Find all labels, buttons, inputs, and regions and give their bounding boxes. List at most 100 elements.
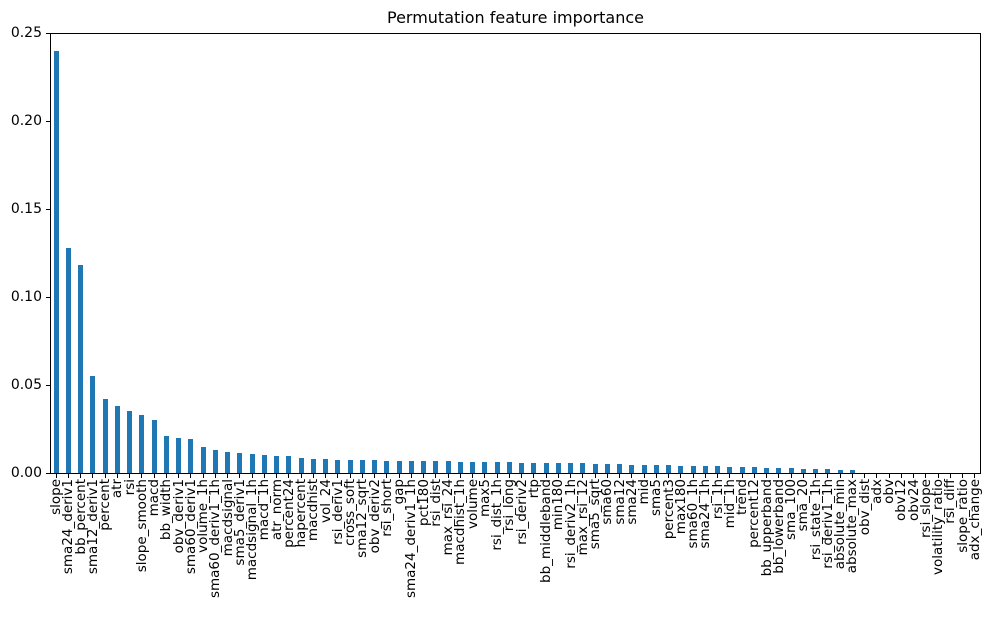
- x-axis-tick: [104, 474, 106, 478]
- x-axis-tick: [423, 474, 425, 478]
- bar-percent3: [666, 465, 672, 473]
- x-axis-tick: [704, 474, 706, 478]
- x-axis-tick: [459, 474, 461, 478]
- y-axis-tick-label: 0.20: [10, 113, 42, 129]
- x-axis-tick: [300, 474, 302, 478]
- bar-rsi_long: [506, 462, 512, 473]
- x-axis-tick: [533, 474, 535, 478]
- x-axis-tick: [729, 474, 731, 478]
- x-axis-tick: [165, 474, 167, 478]
- bar-bb_upperband: [764, 468, 770, 473]
- bar-sma60: [604, 464, 610, 473]
- bar-sma60_deriv1: [188, 439, 194, 473]
- x-axis-tick: [655, 474, 657, 478]
- x-axis-tick: [484, 474, 486, 478]
- bar-sma12_sqrt: [359, 460, 365, 473]
- x-axis-tick: [92, 474, 94, 478]
- y-axis-tick-label: 0.05: [10, 377, 42, 393]
- x-axis-tick: [839, 474, 841, 478]
- bar-rsi_1h: [715, 466, 721, 473]
- bar-bb_middleband: [543, 463, 549, 473]
- x-axis-tick: [337, 474, 339, 478]
- x-axis-tick: [361, 474, 363, 478]
- bar-volume: [470, 462, 476, 473]
- bar-max180: [678, 466, 684, 473]
- bar-slope_smooth: [139, 415, 145, 473]
- x-axis-tick: [410, 474, 412, 478]
- bar-macdsignal: [225, 452, 231, 473]
- bar-obv_deriv2: [372, 460, 378, 473]
- bar-bb_percent: [78, 265, 84, 473]
- x-axis-tick: [496, 474, 498, 478]
- bar-rsi_dist: [433, 461, 439, 473]
- bar-macdhist_1h: [457, 462, 463, 473]
- x-axis-tick: [214, 474, 216, 478]
- y-axis-tick-label: 0.00: [10, 465, 42, 481]
- x-axis-tick: [900, 474, 902, 478]
- x-axis-tick: [802, 474, 804, 478]
- chart-title: Permutation feature importance: [386, 8, 645, 27]
- bar-cross_soft: [347, 460, 353, 473]
- y-axis-tick: [46, 32, 50, 34]
- plot-area: [50, 33, 981, 474]
- bar-sma5: [653, 465, 659, 473]
- x-axis-tick: [386, 474, 388, 478]
- bar-sma5_deriv1: [237, 453, 243, 473]
- x-axis-tick: [888, 474, 890, 478]
- bar-rsi_short: [384, 461, 390, 473]
- bar-gap: [396, 461, 402, 473]
- x-axis-tick: [619, 474, 621, 478]
- bar-sma12_deriv1: [90, 376, 96, 473]
- x-axis-tick: [753, 474, 755, 478]
- x-axis-tick: [153, 474, 155, 478]
- x-axis-tick: [227, 474, 229, 478]
- x-axis-tick: [606, 474, 608, 478]
- bar-max_rsi_24: [445, 461, 451, 473]
- bar-bb_lowerband: [776, 468, 782, 473]
- x-axis-tick: [374, 474, 376, 478]
- bar-atr_norm: [274, 456, 280, 473]
- x-axis-tick: [668, 474, 670, 478]
- x-axis-tick: [141, 474, 143, 478]
- bar-percent: [102, 399, 108, 473]
- x-axis-tick: [949, 474, 951, 478]
- bar-rsi_deriv2: [519, 463, 525, 473]
- x-axis-tick: [815, 474, 817, 478]
- bar-rsi: [127, 411, 133, 473]
- bar-macdsignal_1h: [249, 454, 255, 473]
- bar-absolute_min: [837, 470, 843, 473]
- x-axis-tick: [827, 474, 829, 478]
- x-axis-tick: [876, 474, 878, 478]
- bar-sma60_deriv1_1h: [212, 450, 218, 473]
- x-axis-tick: [435, 474, 437, 478]
- bar-rsi_deriv1_1h: [825, 469, 831, 473]
- x-axis-tick: [925, 474, 927, 478]
- x-axis-tick: [717, 474, 719, 478]
- x-axis-tick: [288, 474, 290, 478]
- x-axis-tick: [962, 474, 964, 478]
- x-axis-tick: [557, 474, 559, 478]
- bar-atr: [114, 406, 120, 473]
- bar-percent24: [286, 456, 292, 473]
- x-axis-tick: [643, 474, 645, 478]
- bar-sma12: [617, 464, 623, 473]
- y-axis-tick-label: 0.10: [10, 289, 42, 305]
- x-axis-tick: [447, 474, 449, 478]
- x-axis-tick: [239, 474, 241, 478]
- bar-percent12: [751, 467, 757, 473]
- bar-sma_100: [788, 468, 794, 473]
- x-axis-tick: [741, 474, 743, 478]
- bar-rtp: [531, 463, 537, 473]
- x-axis-tick: [312, 474, 314, 478]
- x-axis-tick: [325, 474, 327, 478]
- bar-macdhist: [310, 459, 316, 473]
- bar-vol_24: [323, 459, 329, 473]
- x-axis-tick: [349, 474, 351, 478]
- bar-slope: [53, 51, 59, 473]
- bar-max_rsi_12: [580, 463, 586, 473]
- x-axis-tick: [545, 474, 547, 478]
- y-axis-tick: [46, 120, 50, 122]
- bar-obv_deriv1: [176, 438, 182, 473]
- bar-sma24_deriv1: [65, 248, 71, 473]
